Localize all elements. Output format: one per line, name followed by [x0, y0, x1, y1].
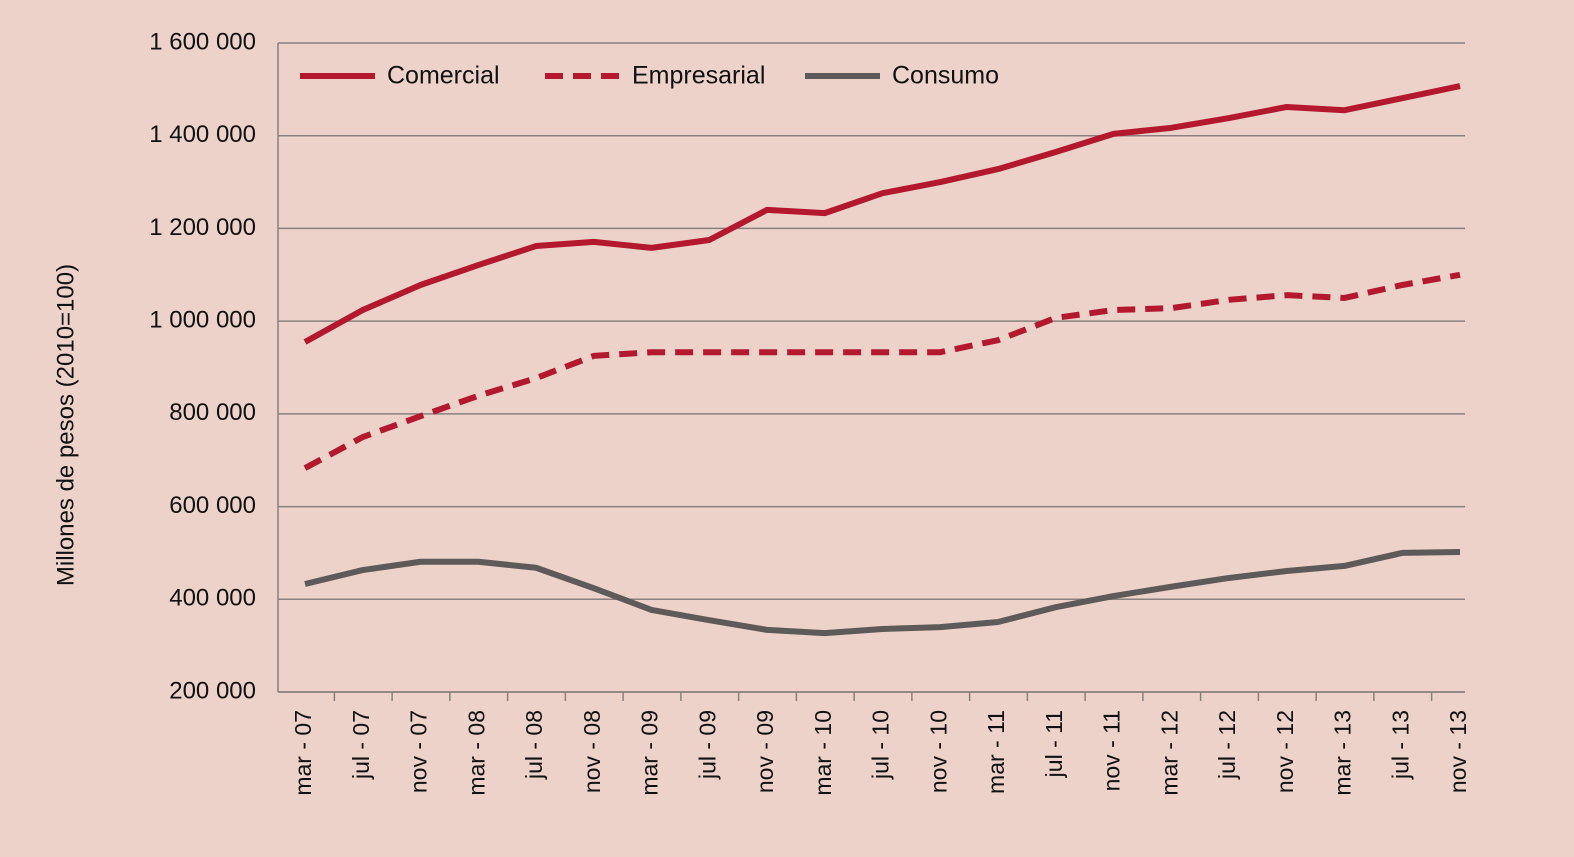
x-tick-label: nov - 11 — [1099, 710, 1125, 791]
x-tick-label: nov - 10 — [925, 710, 951, 793]
x-tick-label: nov - 07 — [406, 710, 432, 793]
y-tick-label: 600 000 — [169, 492, 256, 519]
y-tick-label: 800 000 — [169, 399, 256, 426]
x-tick-label: jul - 11 — [1041, 710, 1067, 778]
y-tick-label: 1 000 000 — [149, 306, 256, 333]
x-tick-label: jul - 09 — [694, 710, 720, 780]
x-tick-label: mar - 11 — [983, 710, 1009, 794]
y-tick-label: 1 400 000 — [149, 121, 256, 148]
legend-label: Consumo — [892, 62, 999, 90]
x-tick-label: nov - 13 — [1445, 710, 1471, 793]
x-tick-label: mar - 08 — [463, 710, 489, 796]
y-tick-label: 1 600 000 — [149, 28, 256, 55]
x-tick-label: mar - 07 — [290, 710, 316, 796]
legend-label: Comercial — [387, 62, 500, 90]
x-tick-label: jul - 12 — [1214, 710, 1240, 780]
x-tick-label: mar - 09 — [637, 710, 663, 796]
x-tick-label: nov - 12 — [1272, 710, 1298, 793]
x-tick-label: jul - 13 — [1387, 710, 1413, 780]
x-tick-label: jul - 10 — [868, 710, 894, 780]
series-line — [303, 271, 1461, 471]
x-tick-label: mar - 13 — [1330, 710, 1356, 796]
y-tick-label: 1 200 000 — [149, 214, 256, 241]
x-tick-label: mar - 10 — [810, 710, 836, 796]
x-tick-label: jul - 07 — [348, 710, 374, 780]
series-line — [303, 83, 1461, 345]
y-tick-label: 400 000 — [169, 585, 256, 612]
series-line — [304, 549, 1461, 637]
x-tick-label: jul - 08 — [521, 710, 547, 780]
legend-label: Empresarial — [632, 62, 765, 90]
x-tick-label: mar - 12 — [1156, 710, 1182, 796]
x-tick-label: nov - 08 — [579, 710, 605, 793]
y-tick-label: 200 000 — [169, 677, 256, 704]
y-axis-label: Millones de pesos (2010=100) — [52, 264, 79, 586]
x-tick-label: nov - 09 — [752, 710, 778, 793]
